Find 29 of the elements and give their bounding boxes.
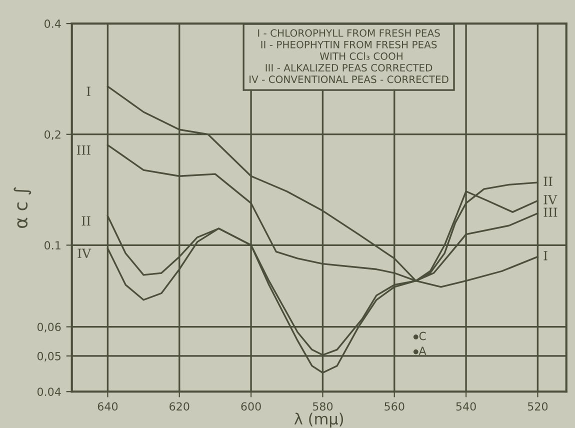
annotation: A <box>418 346 426 355</box>
x-tick-label: 580 <box>312 402 333 411</box>
text: I <box>86 86 90 96</box>
x-tick-label: 560 <box>384 402 404 411</box>
text: III <box>76 145 90 155</box>
y-tick-label: 0,06 <box>37 322 61 332</box>
series-label: II <box>544 176 552 186</box>
y-tick-label: 0,05 <box>37 352 60 362</box>
y-axis-title: α c ∫ <box>14 187 32 228</box>
x-tick-label: 620 <box>170 402 190 411</box>
x-tick-label: 540 <box>456 402 476 411</box>
x-axis-title: λ (mμ) <box>294 412 344 428</box>
y-tick-label: 0,2 <box>44 130 60 140</box>
annotation: IV - CONVENTIONAL PEAS - CORRECTED <box>250 76 448 84</box>
series-label: I <box>544 251 548 260</box>
y-tick-label: 0.1 <box>44 241 60 250</box>
y-tick-label: 0.4 <box>44 20 61 28</box>
annotation: III - ALKALIZED PEAS CORRECTED <box>266 64 432 72</box>
annotation: C <box>419 332 426 340</box>
text: IV <box>78 248 92 258</box>
series-label: III <box>544 208 558 217</box>
series-label: IV <box>544 195 558 204</box>
text: II <box>82 216 90 226</box>
x-tick-label: 520 <box>528 402 548 411</box>
y-tick-label: 0.04 <box>37 388 61 396</box>
x-tick-label: 640 <box>98 402 118 411</box>
annotation: II - PHEOPHYTIN FROM FRESH PEAS WITH CCl₃ COOH <box>261 40 437 60</box>
annotation: I - CHLOROPHYLL FROM FRESH PEAS <box>258 29 440 37</box>
x-tick-label: 600 <box>241 402 261 411</box>
